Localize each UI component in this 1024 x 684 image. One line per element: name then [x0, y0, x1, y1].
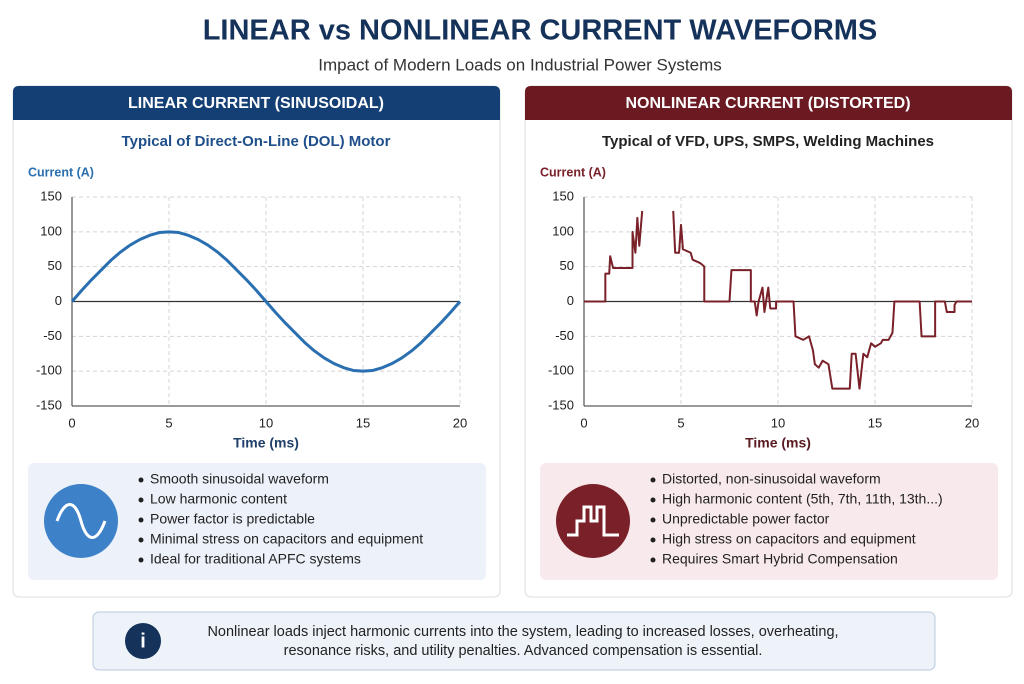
- bullet-text: Distorted, non-sinusoidal waveform: [662, 471, 881, 487]
- y-tick-label: -100: [548, 363, 574, 378]
- footer-line: Nonlinear loads inject harmonic currents…: [207, 624, 838, 640]
- y-tick-label: 150: [552, 188, 574, 203]
- bullet-dot: [650, 537, 656, 543]
- x-tick-label: 5: [165, 415, 172, 430]
- footer-box: [92, 611, 936, 671]
- panel-header-text: LINEAR CURRENT (SINUSOIDAL): [128, 95, 384, 112]
- chart-title: Typical of Direct-On-Line (DOL) Motor: [122, 133, 391, 150]
- bullet-dot: [650, 557, 656, 563]
- y-tick-label: 0: [567, 293, 574, 308]
- info-icon: [125, 623, 161, 659]
- bullet-dot: [650, 497, 656, 503]
- y-tick-label: -100: [36, 363, 62, 378]
- page-title: LINEAR vs NONLINEAR CURRENT WAVEFORMS: [203, 15, 878, 47]
- x-tick-label: 0: [580, 415, 587, 430]
- y-tick-label: -50: [555, 328, 574, 343]
- info-icon-glyph: i: [140, 630, 146, 652]
- x-tick-label: 10: [771, 415, 785, 430]
- x-axis-label: Time (ms): [745, 435, 811, 451]
- bullet-dot: [138, 497, 144, 503]
- bullet-dot: [650, 477, 656, 483]
- y-tick-label: 50: [48, 258, 62, 273]
- y-tick-label: 150: [40, 188, 62, 203]
- y-tick-label: -50: [43, 328, 62, 343]
- x-tick-label: 5: [677, 415, 684, 430]
- y-tick-label: 0: [55, 293, 62, 308]
- bullet-dot: [138, 557, 144, 563]
- sine-icon: [55, 503, 107, 539]
- bullet-text: High harmonic content (5th, 7th, 11th, 1…: [662, 491, 943, 507]
- x-tick-label: 10: [259, 415, 273, 430]
- bullet-text: Minimal stress on capacitors and equipme…: [150, 531, 423, 547]
- pulse-icon: [567, 505, 619, 537]
- y-axis-label: Current (A): [28, 165, 94, 179]
- x-tick-label: 15: [868, 415, 882, 430]
- bullet-dot: [138, 537, 144, 543]
- bullet-dot: [650, 517, 656, 523]
- panel-header: [525, 86, 1012, 120]
- bullet-text: Power factor is predictable: [150, 511, 315, 527]
- panel: LINEAR CURRENT (SINUSOIDAL) Typical of Di…: [12, 85, 501, 598]
- bullet-text: Unpredictable power factor: [662, 511, 830, 527]
- x-tick-label: 20: [453, 415, 467, 430]
- panel: NONLINEAR CURRENT (DISTORTED) Typical of …: [524, 85, 1013, 598]
- panel-header: [13, 86, 500, 120]
- waveform: [672, 210, 972, 390]
- x-tick-label: 15: [356, 415, 370, 430]
- footer-line: resonance risks, and utility penalties. …: [284, 643, 763, 659]
- bullet-box: [540, 463, 998, 580]
- x-axis-label: Time (ms): [233, 435, 299, 451]
- chart-title: Typical of VFD, UPS, SMPS, Welding Machi…: [602, 133, 934, 150]
- x-tick-label: 0: [68, 415, 75, 430]
- waveform: [70, 230, 462, 373]
- y-tick-label: -150: [548, 397, 574, 412]
- bullet-box: [28, 463, 486, 580]
- x-tick-label: 20: [965, 415, 979, 430]
- y-tick-label: 100: [552, 223, 574, 238]
- y-tick-label: 100: [40, 223, 62, 238]
- bullet-dot: [138, 477, 144, 483]
- page-subtitle: Impact of Modern Loads on Industrial Pow…: [318, 55, 721, 74]
- panel-header-text: NONLINEAR CURRENT (DISTORTED): [625, 95, 910, 112]
- y-axis-label: Current (A): [540, 165, 606, 179]
- bullet-dot: [138, 517, 144, 523]
- bullet-text: Ideal for traditional APFC systems: [150, 551, 361, 567]
- bullet-text: High stress on capacitors and equipment: [662, 531, 916, 547]
- y-tick-label: -150: [36, 397, 62, 412]
- bullet-text: Requires Smart Hybrid Compensation: [662, 551, 898, 567]
- bullet-text: Low harmonic content: [150, 491, 287, 507]
- waveform: [584, 210, 644, 303]
- bullet-text: Smooth sinusoidal waveform: [150, 471, 329, 487]
- y-tick-label: 50: [560, 258, 574, 273]
